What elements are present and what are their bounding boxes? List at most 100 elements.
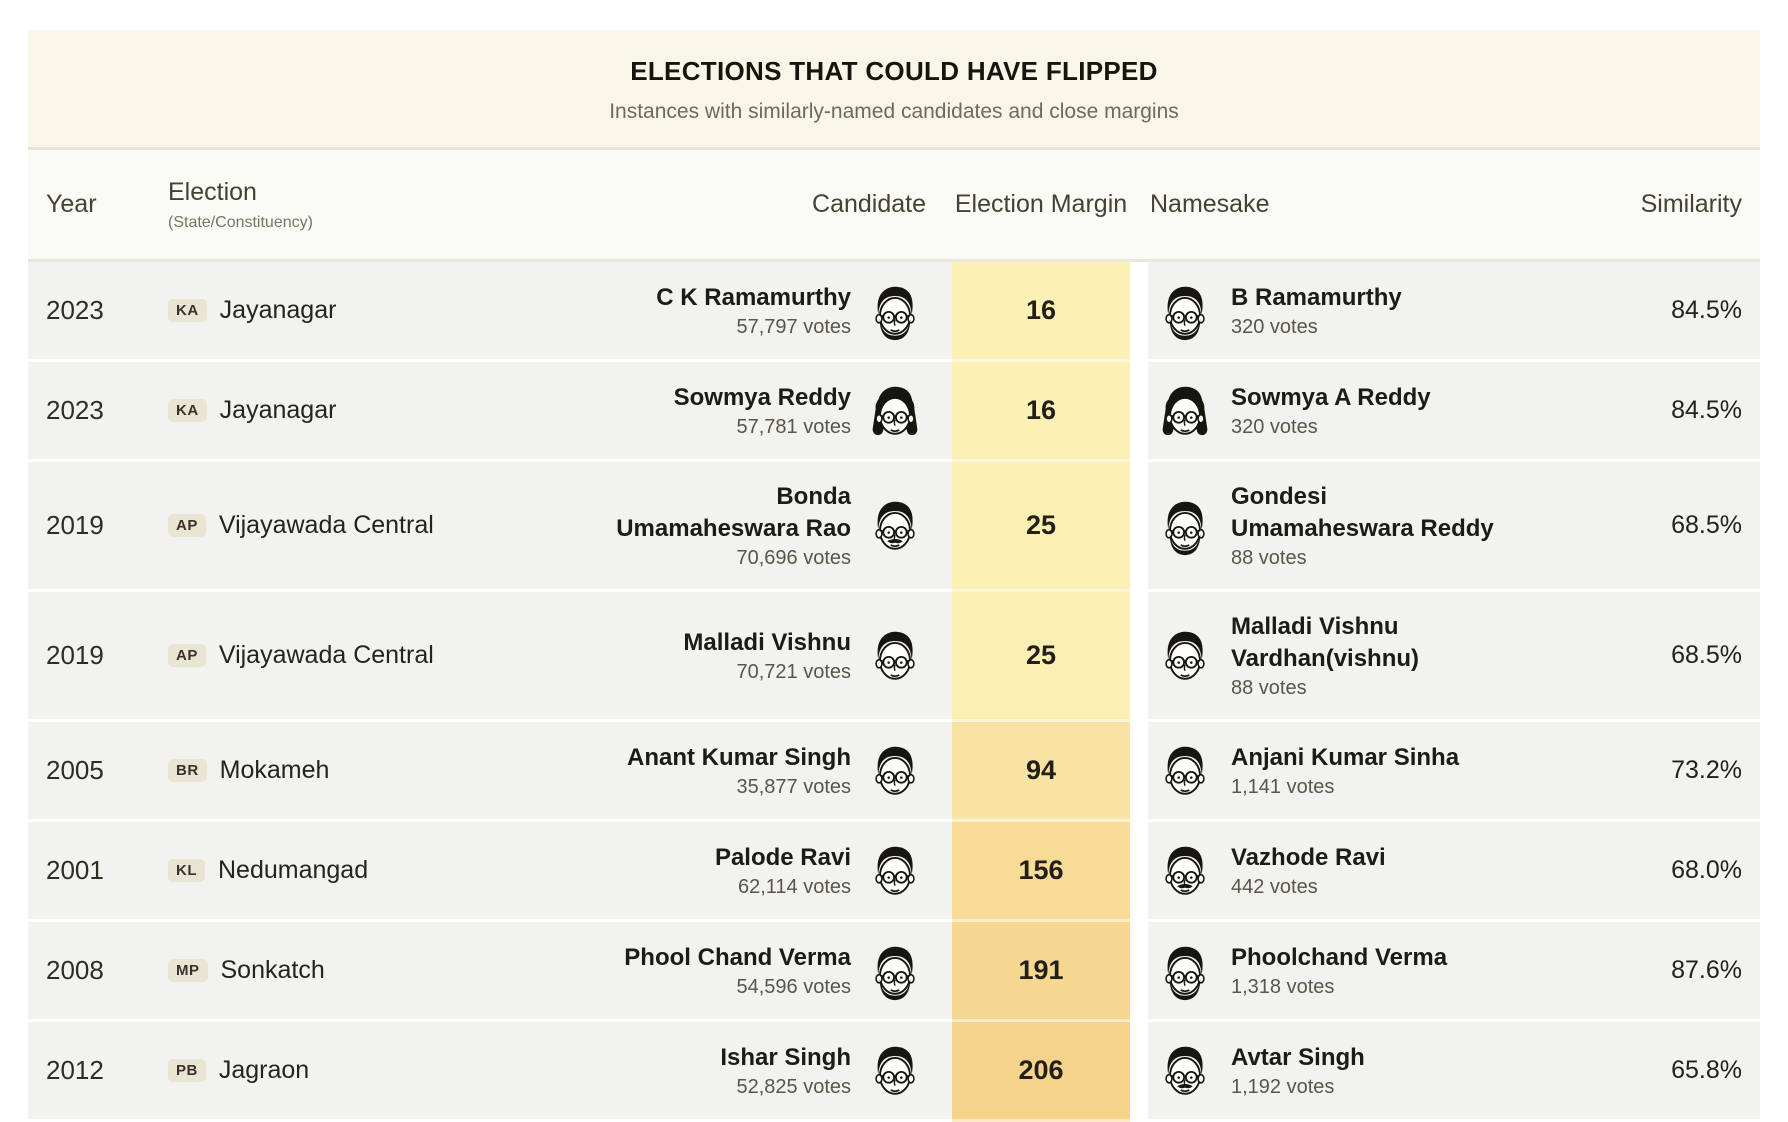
candidate-votes: 70,721 votes (736, 661, 851, 684)
column-header-row: Year Election (State/Constituency) Candi… (28, 150, 1760, 262)
namesake-avatar-icon (1154, 840, 1216, 902)
similarity-value: 68.5% (1671, 641, 1742, 669)
column-gap (1130, 462, 1148, 589)
table-body: 2023 KA Jayanagar C K Ramamurthy 57,797 … (28, 262, 1760, 1122)
column-header-election: Election (State/Constituency) (148, 150, 498, 259)
year-cell: 2023 (28, 362, 148, 459)
namesake-name: Sowmya A Reddy (1231, 383, 1431, 411)
candidate-votes: 35,877 votes (736, 776, 851, 799)
election-cell: KA Jayanagar (148, 362, 498, 459)
margin-value: 206 (1018, 1055, 1064, 1085)
column-gap (1130, 922, 1148, 1019)
namesake-name: Vazhode Ravi (1231, 843, 1386, 871)
state-badge: MP (168, 959, 208, 982)
candidate-name: Malladi Vishnu (683, 628, 851, 656)
state-badge: KA (168, 299, 207, 322)
year-cell: 2005 (28, 722, 148, 819)
margin-value: 156 (1018, 855, 1064, 885)
namesake-cell: Sowmya A Reddy 320 votes (1148, 362, 1518, 459)
constituency-name: Jagraon (218, 1056, 310, 1084)
year-cell: 2023 (28, 262, 148, 359)
candidate-votes: 57,781 votes (736, 416, 851, 439)
column-header-similarity: Similarity (1640, 190, 1742, 218)
year-value: 2019 (46, 640, 104, 670)
election-cell: AP Vijayawada Central (148, 462, 498, 589)
candidate-avatar-icon (864, 380, 926, 442)
election-cell: MP Sonkatch (148, 922, 498, 1019)
margin-value: 16 (1025, 395, 1057, 425)
candidate-avatar-icon (864, 495, 926, 557)
year-value: 2001 (46, 855, 104, 885)
namesake-cell: Anjani Kumar Sinha 1,141 votes (1148, 722, 1518, 819)
namesake-votes: 1,318 votes (1231, 976, 1335, 999)
candidate-avatar-icon (864, 940, 926, 1002)
election-cell: BR Mokameh (148, 722, 498, 819)
year-value: 2023 (46, 295, 104, 325)
year-cell: 2008 (28, 922, 148, 1019)
candidate-votes: 52,825 votes (736, 1076, 851, 1099)
margin-cell: 25 (952, 462, 1130, 592)
candidate-avatar-icon (864, 1040, 926, 1102)
similarity-value: 68.5% (1671, 511, 1742, 539)
margin-cell: 206 (952, 1022, 1130, 1122)
margin-value: 25 (1025, 510, 1057, 540)
namesake-votes: 1,141 votes (1231, 776, 1335, 799)
namesake-votes: 320 votes (1231, 416, 1318, 439)
column-gap (1130, 1022, 1148, 1119)
year-cell: 2012 (28, 1022, 148, 1119)
namesake-name: Anjani Kumar Sinha (1231, 743, 1460, 771)
candidate-cell: Anant Kumar Singh 35,877 votes (498, 722, 952, 819)
namesake-avatar-icon (1154, 495, 1216, 557)
candidate-text: Anant Kumar Singh 35,877 votes (627, 742, 851, 799)
column-header-namesake: Namesake (1150, 190, 1270, 218)
column-header-election-sub: (State/Constituency) (168, 213, 313, 231)
margin-cell: 191 (952, 922, 1130, 1022)
column-header-election-label: Election (168, 177, 257, 206)
margin-value: 16 (1025, 295, 1057, 325)
similarity-value: 87.6% (1671, 956, 1742, 984)
year-value: 2019 (46, 510, 104, 540)
year-value: 2023 (46, 395, 104, 425)
margin-value: 94 (1025, 755, 1057, 785)
namesake-avatar-icon (1154, 625, 1216, 687)
constituency-name: Vijayawada Central (218, 511, 434, 539)
similarity-cell: 68.5% (1518, 462, 1760, 589)
candidate-name: Phool Chand Verma (624, 943, 851, 971)
state-badge: KA (168, 399, 207, 422)
state-badge: PB (168, 1059, 206, 1082)
namesake-name: Malladi Vishnu Vardhan(vishnu) (1231, 613, 1420, 672)
table-subtitle: Instances with similarly-named candidate… (609, 100, 1179, 123)
namesake-votes: 88 votes (1231, 546, 1307, 569)
state-badge: KL (168, 859, 205, 882)
table-row: 2012 PB Jagraon Ishar Singh 52,825 votes… (28, 1022, 1760, 1122)
table-row: 2008 MP Sonkatch Phool Chand Verma 54,59… (28, 922, 1760, 1022)
constituency-name: Nedumangad (218, 856, 369, 884)
year-cell: 2001 (28, 822, 148, 919)
margin-cell: 25 (952, 592, 1130, 722)
namesake-avatar-icon (1154, 940, 1216, 1002)
margin-value: 25 (1025, 640, 1057, 670)
candidate-text: Palode Ravi 62,114 votes (715, 842, 851, 899)
candidate-votes: 70,696 votes (736, 546, 851, 569)
table-row: 2019 AP Vijayawada Central Malladi Vishn… (28, 592, 1760, 722)
year-value: 2012 (46, 1055, 104, 1085)
candidate-text: Malladi Vishnu 70,721 votes (683, 627, 851, 684)
constituency-name: Mokameh (219, 756, 330, 784)
column-gap (1130, 822, 1148, 919)
namesake-name: Avtar Singh (1231, 1043, 1365, 1071)
candidate-avatar-icon (864, 840, 926, 902)
candidate-name: C K Ramamurthy (656, 283, 851, 311)
column-gap (1130, 592, 1148, 719)
similarity-value: 73.2% (1671, 756, 1742, 784)
similarity-cell: 84.5% (1518, 262, 1760, 359)
table-title-block: ELECTIONS THAT COULD HAVE FLIPPED Instan… (28, 30, 1760, 150)
candidate-cell: Sowmya Reddy 57,781 votes (498, 362, 952, 459)
candidate-cell: Malladi Vishnu 70,721 votes (498, 592, 952, 719)
column-gap (1130, 722, 1148, 819)
similarity-value: 68.0% (1671, 856, 1742, 884)
candidate-cell: Ishar Singh 52,825 votes (498, 1022, 952, 1119)
election-cell: AP Vijayawada Central (148, 592, 498, 719)
margin-cell: 94 (952, 722, 1130, 822)
namesake-name: Phoolchand Verma (1231, 943, 1448, 971)
candidate-text: Bonda Umamaheswara Rao 70,696 votes (601, 481, 851, 569)
